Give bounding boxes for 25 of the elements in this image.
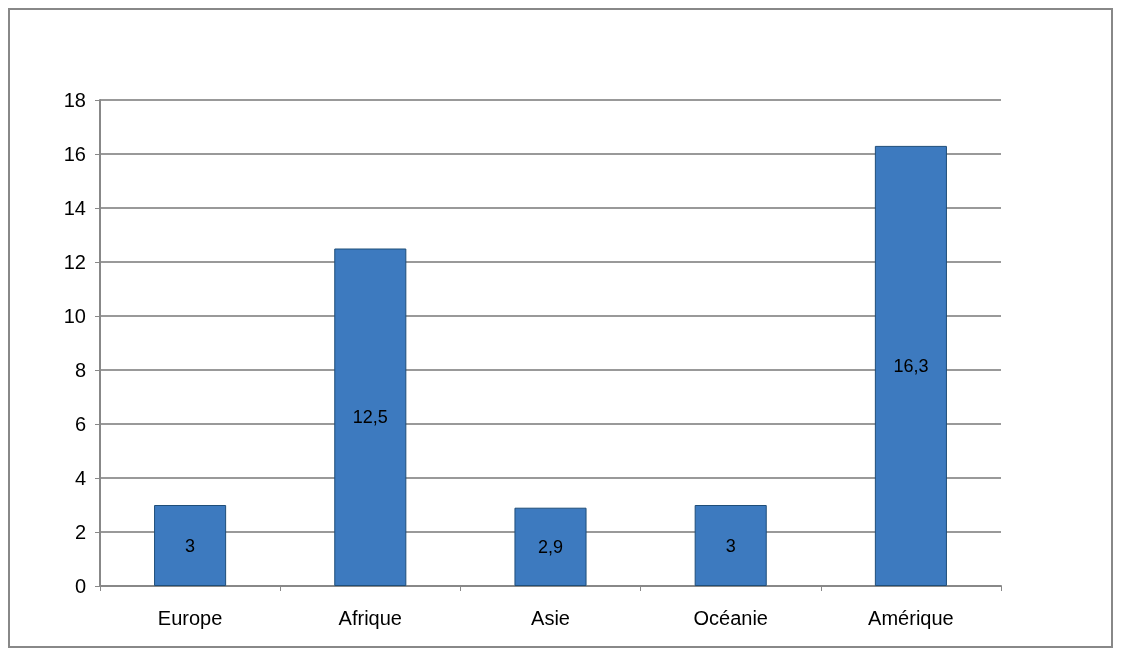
y-tick-label: 8 [74,359,86,381]
y-tick-label: 10 [63,305,86,327]
y-tick-label: 2 [74,521,86,543]
data-label: 3 [725,535,736,556]
bar [514,507,587,586]
x-tick-label: Afrique [338,607,402,629]
bar [154,505,227,586]
data-label: 12,5 [352,407,388,428]
data-label: 16,3 [893,355,929,376]
x-tick-label: Amérique [868,607,954,629]
data-label: 2,9 [537,536,564,557]
bar [874,145,947,586]
bar [694,505,767,586]
y-tick-label: 6 [74,413,86,435]
y-tick-label: 0 [74,575,86,597]
data-label: 3 [185,535,196,556]
y-tick-label: 18 [63,89,86,111]
y-tick-label: 14 [63,197,86,219]
y-tick-label: 16 [63,143,86,165]
bar [334,248,407,586]
x-tick-label: Océanie [693,607,768,629]
x-tick-label: Asie [531,607,570,629]
y-tick-label: 4 [74,467,86,489]
x-tick-label: Europe [157,607,223,629]
y-tick-label: 12 [63,251,86,273]
